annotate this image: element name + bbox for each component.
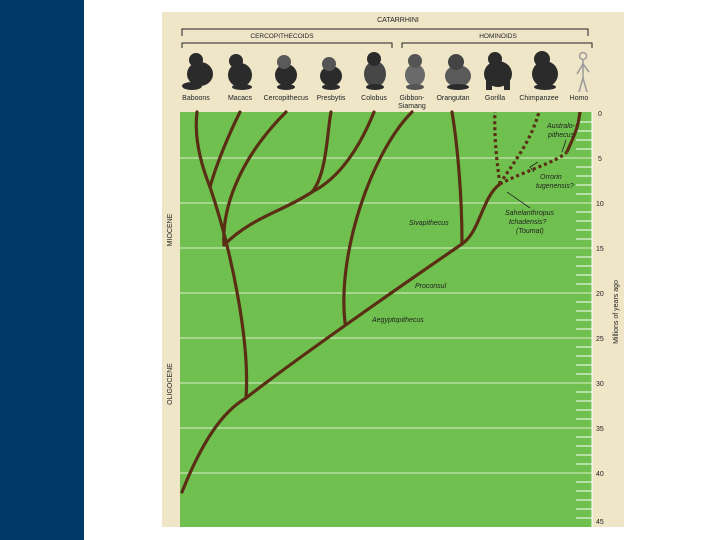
branch-homo (565, 111, 582, 153)
tick-label-10: 10 (596, 201, 604, 208)
leader-australopithecus (561, 139, 567, 153)
branch-trunk (180, 242, 464, 494)
taxon-label-gorilla: Gorilla (485, 95, 505, 102)
homo-silhouette (576, 51, 590, 93)
gibbon-silhouette (405, 54, 425, 90)
branch-macacs (208, 110, 242, 189)
fossil-label-australopithecus-2: pithecus (547, 132, 575, 139)
phylogeny-figure: CATARRHINI CERCOPITHECOIDS HOMINOIDS Bab… (162, 12, 624, 527)
cercopithecoids-bracket (181, 42, 393, 48)
tick-label-20: 20 (596, 291, 604, 298)
phylogeny-branches (180, 110, 502, 494)
orangutan-silhouette (445, 54, 471, 90)
fossil-label-aegyptopithecus: Aegyptopithecus (371, 317, 424, 324)
tick-label-40: 40 (596, 471, 604, 478)
branch-gorilla (493, 111, 502, 185)
hominoids-bracket (401, 42, 593, 48)
fossil-label-sahelanthropus-3: (Toumaï) (516, 228, 544, 235)
fossil-label-australopithecus-1: Australo- (546, 123, 576, 130)
chart-panel (180, 112, 592, 527)
taxon-label-chimpanzee: Chimpanzee (519, 95, 558, 102)
fossil-leader-lines (506, 139, 567, 209)
branch-orangutan (450, 110, 464, 246)
tick-label-5: 5 (598, 156, 602, 163)
fossil-label-orrorin-1: Orrorin (540, 174, 562, 181)
taxon-label-siamang: Siamang (398, 103, 426, 110)
primate-silhouettes (182, 51, 590, 93)
branch-cercopithecus (222, 110, 288, 247)
branch-colobus (310, 110, 376, 194)
tick-label-0: 0 (598, 111, 602, 118)
tick-label-35: 35 (596, 426, 604, 433)
fossil-label-sahelanthropus-2: tchadensis? (509, 219, 546, 226)
branch-homo-lineage (499, 150, 569, 186)
branch-gibbon (342, 110, 414, 325)
taxon-label-cercopithecus: Cercopithecus (264, 95, 309, 102)
phylogeny-uncertain-branches (493, 111, 569, 186)
phylogeny-svg: CATARRHINI CERCOPITHECOIDS HOMINOIDS Bab… (167, 17, 620, 527)
taxon-label-colobus: Colobus (361, 95, 387, 102)
cercopithecoids-title: CERCOPITHECOIDS (250, 33, 314, 40)
tick-label-30: 30 (596, 381, 604, 388)
taxon-label-macacs: Macacs (228, 95, 253, 102)
cercopithecus-silhouette (275, 55, 297, 90)
tick-label-15: 15 (596, 246, 604, 253)
left-sidebar-band (0, 0, 84, 540)
fossil-label-sahelanthropus-1: Sahelanthropus (505, 210, 555, 217)
epoch-label-miocene: MIOCENE (167, 213, 174, 246)
taxon-label-orangutan: Orangutan (436, 95, 469, 102)
colobus-silhouette (364, 52, 386, 90)
catarrhini-bracket (181, 28, 589, 36)
fossil-label-orrorin-2: tugenensis? (536, 183, 574, 190)
macaque-silhouette (228, 54, 252, 90)
time-ruler (576, 112, 593, 527)
gorilla-silhouette (484, 52, 512, 90)
taxon-label-presbytis: Presbytis (317, 95, 346, 102)
taxon-label-gibbon: Gibbon- (400, 95, 426, 102)
branch-chimpanzee (498, 111, 541, 185)
presbytis-silhouette (320, 57, 342, 90)
tick-label-25: 25 (596, 336, 604, 343)
chimpanzee-silhouette (532, 51, 558, 90)
epoch-label-oligocene: OLIGOCENE (167, 363, 174, 405)
fossil-label-proconsul: Proconsul (415, 283, 447, 290)
branch-african-apes (460, 182, 502, 246)
time-gridlines (180, 157, 592, 474)
taxon-label-baboons: Baboons (182, 95, 210, 102)
baboon-silhouette (182, 53, 213, 90)
taxon-label-homo: Homo (570, 95, 589, 102)
fossil-label-sivapithecus: Sivapithecus (409, 220, 449, 227)
catarrhini-title: CATARRHINI (377, 17, 419, 24)
tick-label-45: 45 (596, 519, 604, 526)
time-axis-title: Millions of years ago (613, 280, 620, 344)
branch-baboons (194, 110, 249, 400)
hominoids-title: HOMINOIDS (479, 33, 517, 40)
leader-sahelanthropus (506, 191, 531, 209)
leader-orrorin (529, 161, 539, 173)
